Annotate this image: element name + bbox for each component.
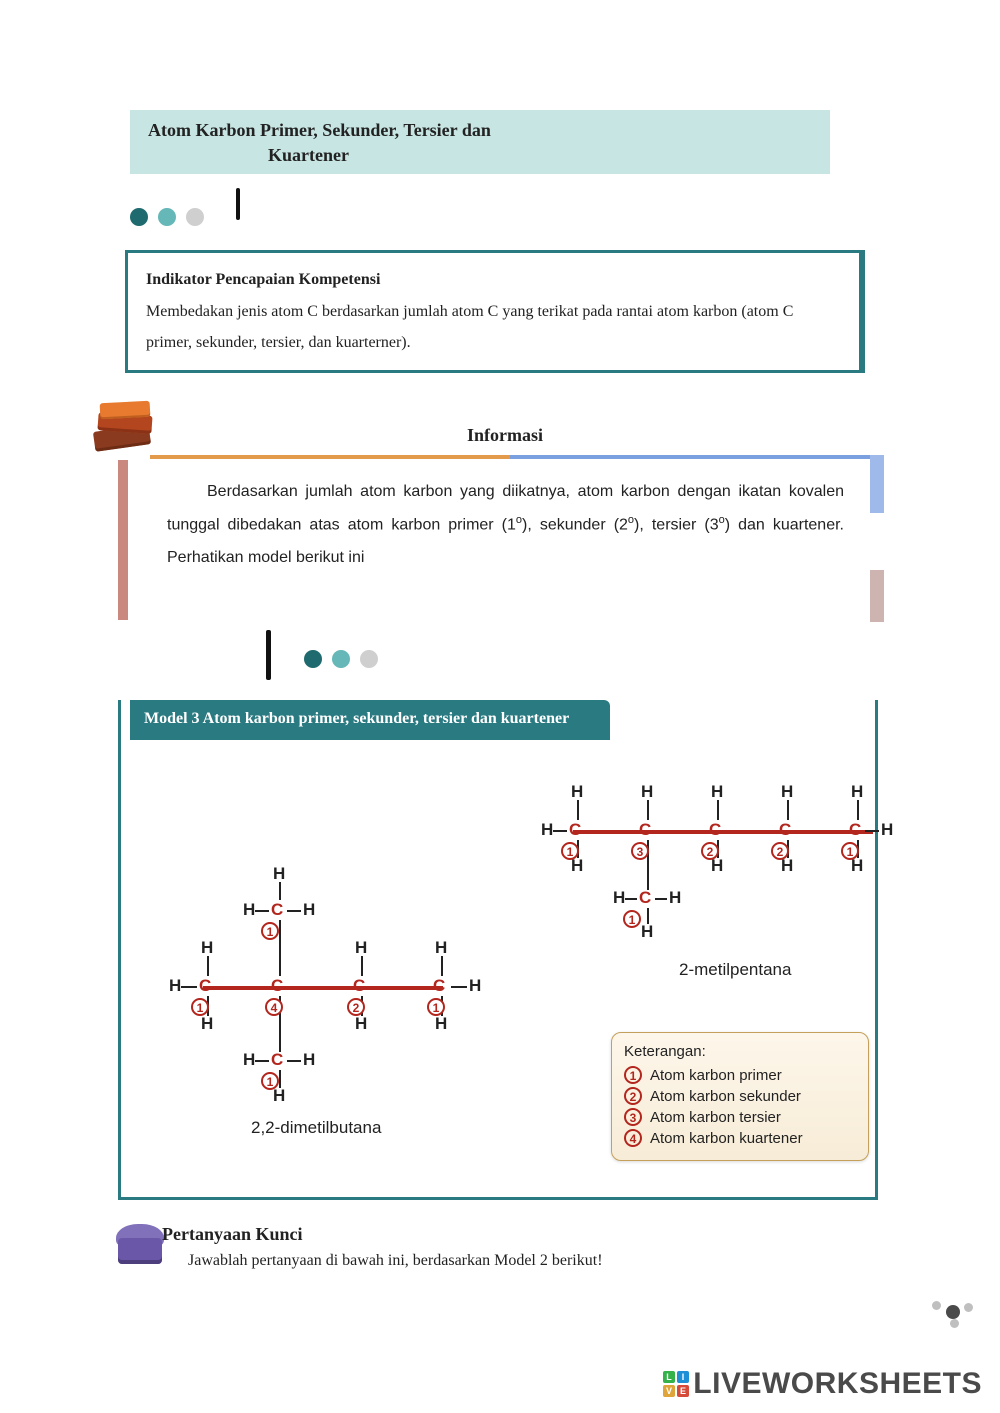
molecule-1-name: 2,2-dimetilbutana	[251, 1118, 381, 1138]
indikator-body: Membedakan jenis atom C berdasarkan juml…	[146, 297, 841, 358]
legend-row: 2Atom karbon sekunder	[624, 1087, 856, 1105]
chest-icon	[112, 1220, 168, 1268]
dot-icon	[304, 650, 322, 668]
watermark-grid-icon: LI VE	[663, 1371, 689, 1397]
stripe-right-1-icon	[870, 455, 884, 513]
legend-box: Keterangan: 1Atom karbon primer 2Atom ka…	[611, 1032, 869, 1161]
legend-row: 1Atom karbon primer	[624, 1066, 856, 1084]
informasi-title: Informasi	[125, 425, 885, 446]
dot-icon	[360, 650, 378, 668]
molecule-small-icon	[930, 1297, 976, 1329]
dot-icon	[186, 208, 204, 226]
dot-icon	[130, 208, 148, 226]
legend-title: Keterangan:	[624, 1043, 856, 1060]
page-title-line1: Atom Karbon Primer, Sekunder, Tersier da…	[148, 118, 812, 143]
informasi-rule	[150, 455, 870, 459]
model-box: C C C C C C H H H H H	[118, 700, 878, 1200]
legend-row: 3Atom karbon tersier	[624, 1108, 856, 1126]
stripe-right-2-icon	[870, 570, 884, 622]
indikator-box: Indikator Pencapaian Kompetensi Membedak…	[125, 250, 865, 373]
dot-icon	[158, 208, 176, 226]
watermark-text: LIVEWORKSHEETS	[693, 1367, 982, 1401]
indikator-title: Indikator Pencapaian Kompetensi	[146, 265, 841, 295]
legend-row: 4Atom karbon kuartener	[624, 1129, 856, 1147]
dot-icon	[332, 650, 350, 668]
decor-dots-2	[304, 650, 378, 668]
page-title: Atom Karbon Primer, Sekunder, Tersier da…	[130, 110, 830, 174]
watermark-brand: LI VE LIVEWORKSHEETS	[663, 1367, 982, 1401]
bar-icon	[236, 188, 240, 220]
page-title-line2: Kuartener	[148, 143, 812, 168]
bar-icon	[266, 630, 271, 680]
worksheet-page: Atom Karbon Primer, Sekunder, Tersier da…	[0, 0, 1000, 1413]
pertanyaan-body: Jawablah pertanyaan di bawah ini, berdas…	[188, 1252, 603, 1270]
decor-dots-1	[130, 208, 240, 226]
informasi-body: Berdasarkan jumlah atom karbon yang diik…	[125, 460, 870, 595]
molecule-1: C C C C C C H H H H H	[161, 800, 491, 1100]
pertanyaan-title: Pertanyaan Kunci	[162, 1224, 303, 1245]
molecule-2-name: 2-metilpentana	[679, 960, 791, 980]
